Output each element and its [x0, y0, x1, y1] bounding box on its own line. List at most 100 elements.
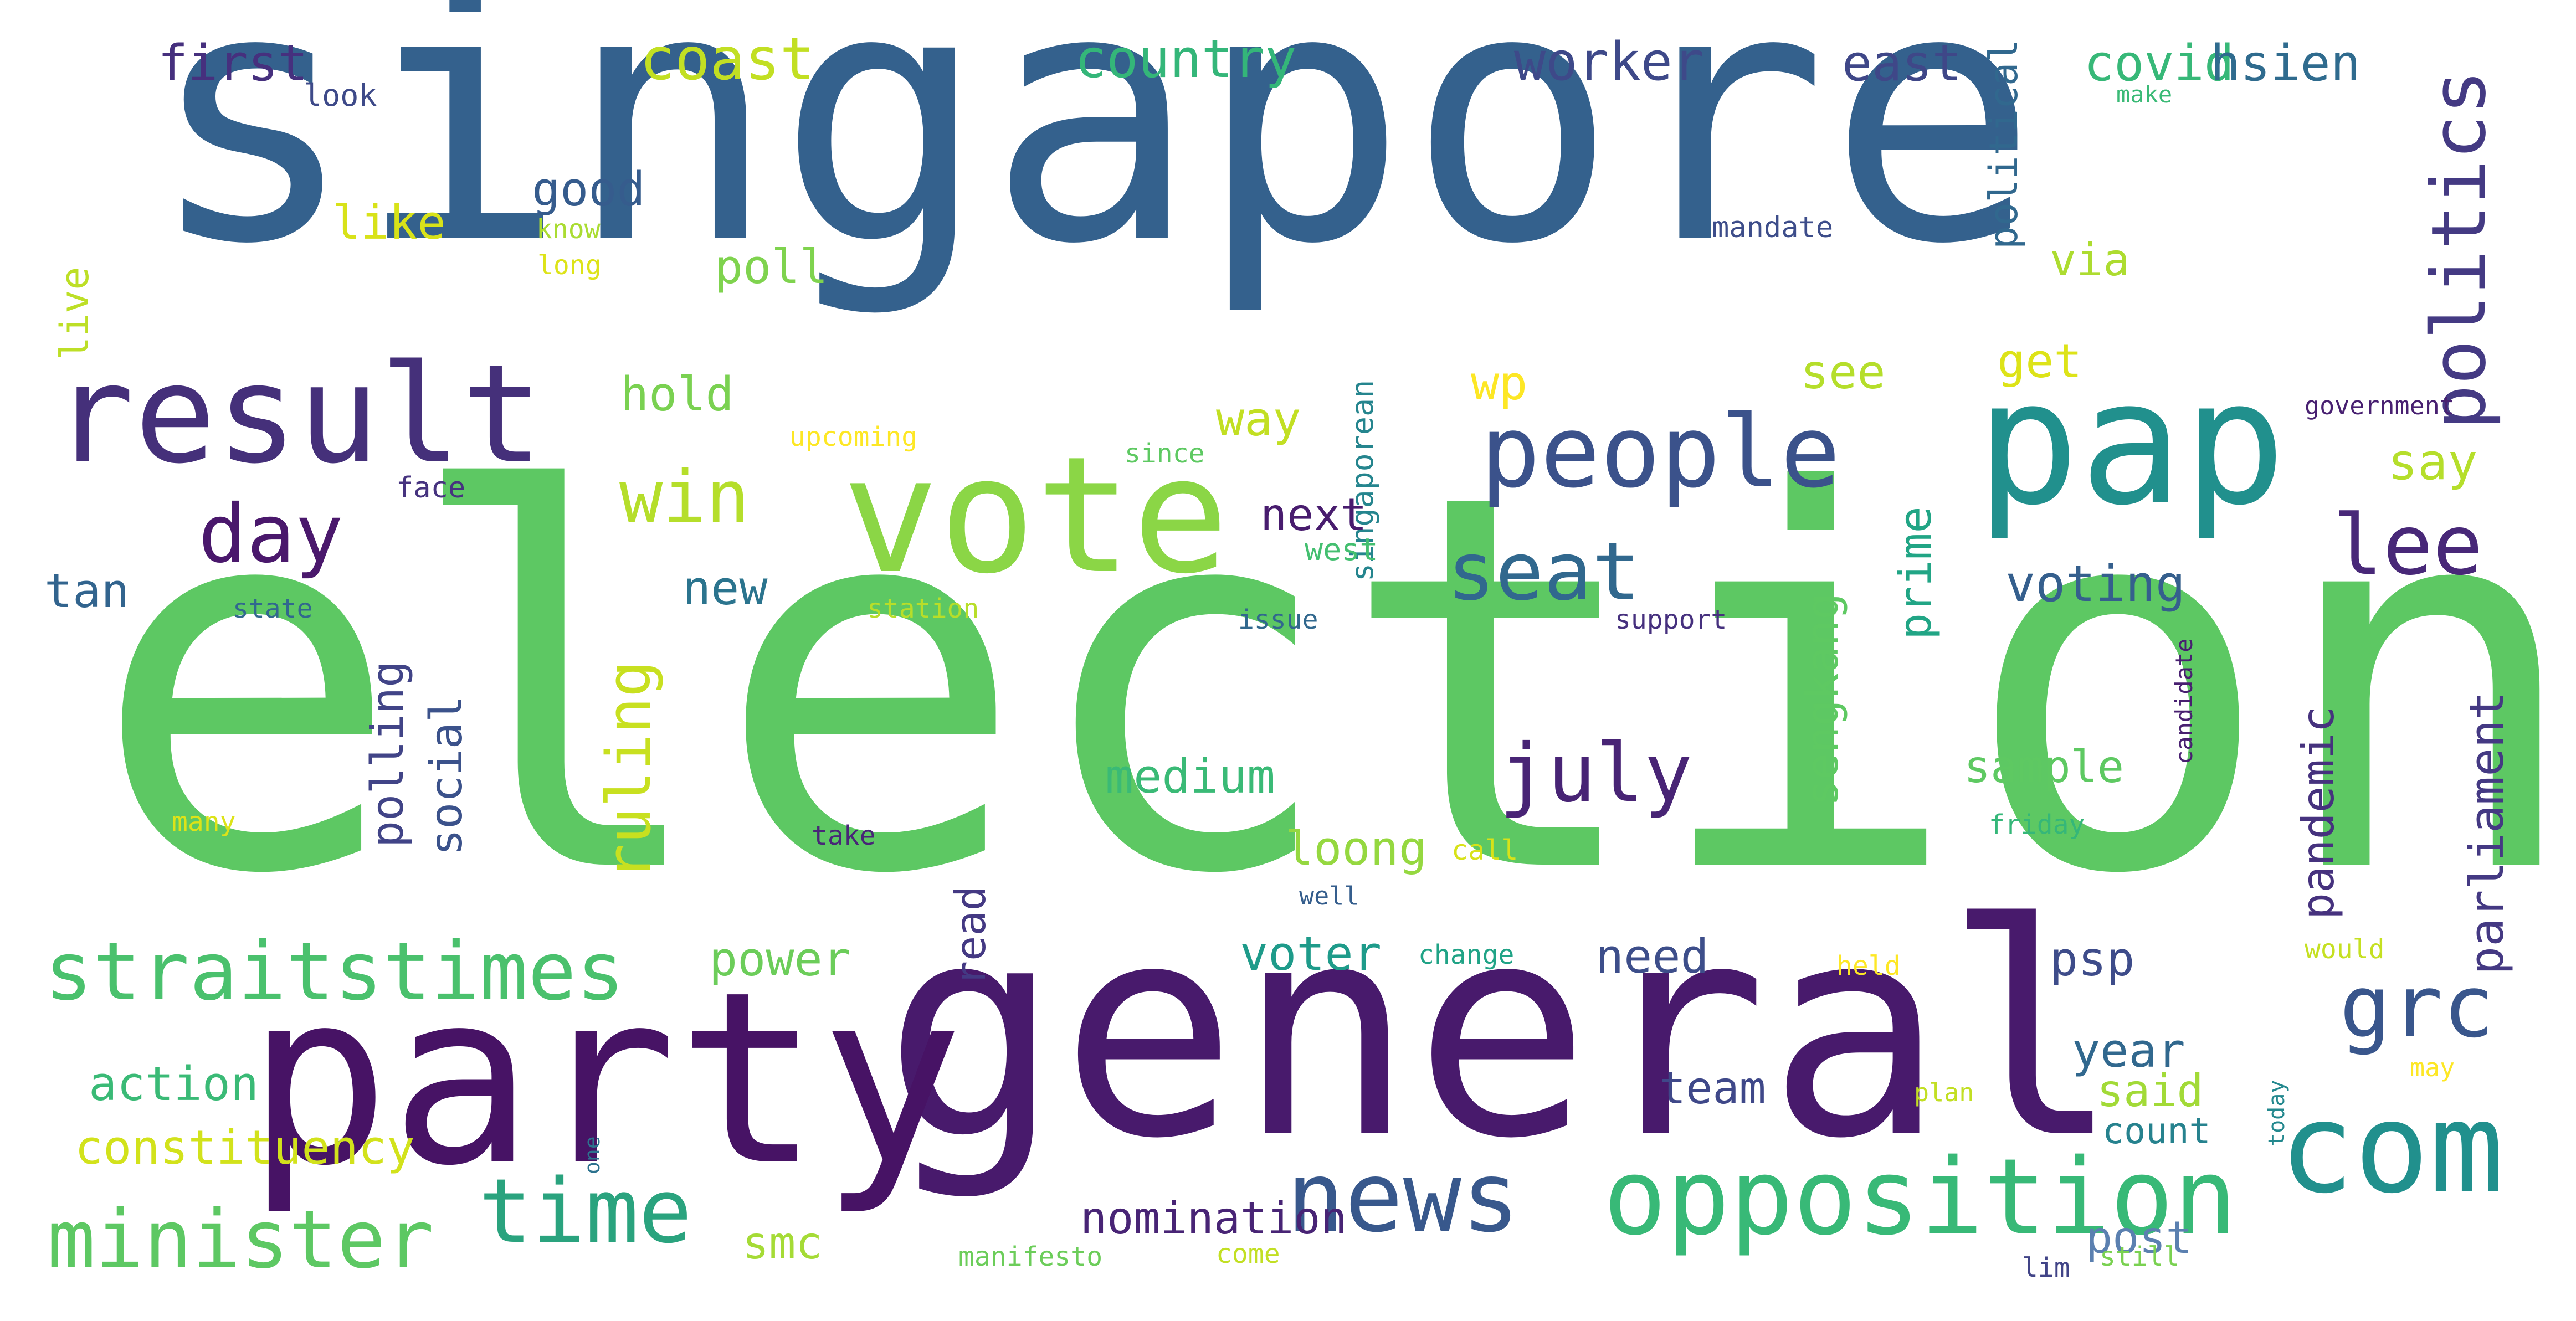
word-action: post: [2086, 1212, 2193, 1263]
word-general: general: [884, 861, 2121, 1202]
word-tan: good: [532, 162, 645, 217]
word-count: nomination: [1080, 1193, 1347, 1244]
word-time: time: [479, 1159, 692, 1263]
word-party: party: [247, 941, 964, 1218]
word-good: say: [2388, 433, 2478, 491]
word-team: smc: [742, 1217, 823, 1269]
word-would: may: [2410, 1053, 2455, 1082]
word-today: east: [1842, 34, 1962, 92]
word-election: election: [91, 384, 2576, 987]
word-com: com: [2279, 1076, 2505, 1221]
word-pap: pap: [1976, 343, 2286, 543]
word-july: july: [1499, 727, 1693, 820]
word-country: live: [52, 266, 98, 360]
word-covid: tan: [44, 564, 130, 619]
word-year: action: [89, 1057, 259, 1112]
word-lim: lim: [2022, 1252, 2070, 1283]
word-see: political: [1981, 39, 2026, 249]
word-know: make: [2116, 81, 2173, 108]
word-station: many: [172, 806, 236, 837]
word-hsien: get: [1997, 334, 2082, 389]
word-ruling: ruling: [593, 660, 664, 881]
word-government: station: [867, 593, 979, 624]
word-singapore: singapore: [147, 0, 2038, 320]
word-issue: take: [812, 820, 876, 851]
word-new: way: [1216, 392, 1301, 447]
word-like: next: [1260, 489, 1367, 541]
word-face: issue: [1238, 604, 1318, 635]
word-grc: grc: [2339, 957, 2495, 1057]
word-may: plan: [1914, 1078, 1974, 1107]
word-psp: team: [1659, 1062, 1766, 1114]
word-support: call: [1451, 834, 1518, 866]
word-lee: lee: [2333, 497, 2483, 594]
word-upcoming: face: [396, 471, 466, 505]
word-wp: poll: [715, 240, 828, 295]
word-since: state: [233, 593, 313, 624]
word-medium: need: [1595, 929, 1709, 984]
word-read: pandemic: [2292, 706, 2344, 919]
word-many: friday: [1989, 809, 2085, 840]
word-singaporean: country: [1075, 29, 1297, 90]
word-plan: one: [580, 1136, 604, 1174]
word-parliament: parliament: [2460, 691, 2515, 975]
word-east: new: [683, 561, 768, 616]
word-say: loong: [1285, 821, 1427, 876]
word-pandemic: voting: [2005, 555, 2186, 613]
word-get: like: [332, 196, 446, 250]
word-power: count: [2102, 1111, 2211, 1152]
word-come: come: [1216, 1238, 1280, 1269]
word-west: long: [537, 250, 602, 281]
word-candidate: worker: [1514, 32, 1705, 92]
word-take: candidate: [2170, 638, 2198, 764]
word-one: covid: [2084, 34, 2234, 92]
word-way: via: [2050, 234, 2130, 286]
word-via: sample: [1964, 741, 2124, 793]
word-loong: power: [709, 932, 851, 987]
word-long: upcoming: [789, 422, 918, 453]
word-coast: first: [158, 34, 308, 92]
word-next: voter: [1240, 927, 1382, 981]
word-seat: seat: [1447, 525, 1641, 619]
word-result: result: [53, 336, 543, 494]
word-voting: hsien: [2210, 34, 2361, 92]
word-sengkang: sengkang: [1797, 593, 1848, 806]
word-people: people: [1480, 394, 1841, 510]
word-vote: vote: [842, 423, 1229, 609]
word-win: win: [619, 455, 750, 539]
word-manifesto: manifesto: [958, 1241, 1103, 1272]
word-still: still: [2100, 1241, 2180, 1272]
word-make: government: [2305, 391, 2455, 420]
word-day: day: [198, 487, 343, 581]
word-hold: see: [1800, 345, 1886, 400]
word-politics: politics: [2415, 69, 2502, 430]
word-smc: west: [1305, 532, 1378, 567]
word-well: held: [1836, 950, 1901, 981]
word-sample: psp: [2050, 932, 2135, 987]
word-held: today: [2264, 1080, 2290, 1147]
word-post: know: [536, 214, 601, 245]
word-worker: hold: [620, 367, 734, 422]
word-poll: medium: [1105, 749, 1276, 804]
word-live: read: [946, 886, 995, 986]
word-mandate: since: [1125, 438, 1205, 469]
word-change: would: [2305, 934, 2385, 965]
word-polling: polling: [362, 660, 413, 847]
word-nomination: look: [304, 78, 377, 113]
word-look: mandate: [1712, 211, 1834, 244]
word-political: coast: [640, 25, 815, 93]
word-said: constituency: [75, 1120, 415, 1175]
word-straitstimes: straitstimes: [44, 925, 625, 1019]
word-state: support: [1615, 604, 1727, 635]
word-opposition: opposition: [1603, 1136, 2237, 1258]
word-minister: minister: [47, 1193, 434, 1287]
word-news: news: [1286, 1142, 1520, 1254]
word-need: said: [2097, 1065, 2204, 1117]
word-call: well: [1299, 881, 1359, 911]
word-voter: year: [2072, 1024, 2185, 1078]
word-social: social: [420, 696, 472, 856]
word-friday: change: [1418, 939, 1515, 970]
word-prime: prime: [1890, 506, 1941, 640]
word-first: wp: [1471, 356, 1528, 411]
